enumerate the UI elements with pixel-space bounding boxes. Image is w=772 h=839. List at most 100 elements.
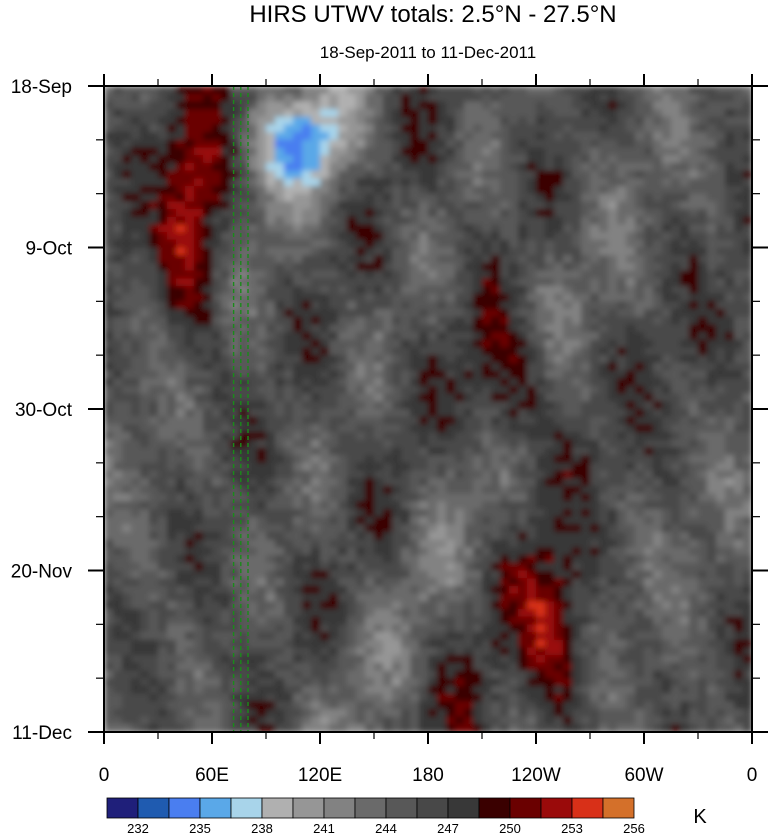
- heatmap-cell: [167, 293, 177, 303]
- heatmap-cell: [428, 232, 438, 241]
- heatmap-cell: [338, 155, 348, 164]
- heatmap-cell: [734, 455, 744, 464]
- heatmap-cell: [599, 124, 609, 133]
- heatmap-cell: [365, 155, 375, 164]
- heatmap-cell: [635, 162, 645, 172]
- heatmap-cell: [302, 608, 312, 618]
- heatmap-cell: [140, 524, 150, 533]
- heatmap-cell: [446, 362, 456, 372]
- heatmap-cell: [455, 593, 465, 603]
- heatmap-cell: [329, 324, 339, 333]
- heatmap-cell: [230, 493, 240, 503]
- heatmap-cell: [284, 216, 294, 226]
- heatmap-cell: [500, 178, 510, 187]
- heatmap-cell: [734, 501, 744, 510]
- heatmap-cell: [554, 485, 564, 495]
- heatmap-cell: [473, 309, 483, 318]
- heatmap-cell: [104, 324, 114, 333]
- heatmap-cell: [383, 370, 393, 380]
- heatmap-cell: [185, 447, 195, 456]
- heatmap-cell: [482, 562, 492, 572]
- heatmap-cell: [599, 362, 609, 372]
- heatmap-cell: [176, 378, 186, 387]
- heatmap-cell: [347, 432, 357, 441]
- heatmap-cell: [194, 416, 204, 426]
- heatmap-cell: [554, 378, 564, 387]
- heatmap-cell: [608, 124, 618, 133]
- heatmap-cell: [221, 362, 231, 372]
- heatmap-cell: [383, 562, 393, 572]
- heatmap-cell: [212, 285, 222, 295]
- heatmap-cell: [581, 555, 591, 564]
- heatmap-cell: [320, 116, 330, 126]
- heatmap-cell: [302, 255, 312, 264]
- heatmap-cell: [275, 385, 285, 395]
- heatmap-cell: [149, 262, 159, 272]
- heatmap-cell: [131, 270, 141, 280]
- heatmap-cell: [455, 378, 465, 387]
- heatmap-cell: [158, 255, 168, 264]
- heatmap-cell: [500, 316, 510, 326]
- heatmap-cell: [149, 201, 159, 210]
- heatmap-cell: [698, 316, 708, 326]
- heatmap-cell: [617, 385, 627, 395]
- heatmap-cell: [707, 101, 717, 110]
- heatmap-cell: [428, 324, 438, 333]
- heatmap-cell: [482, 255, 492, 264]
- heatmap-cell: [293, 278, 303, 287]
- heatmap-cell: [536, 101, 546, 110]
- heatmap-cell: [347, 285, 357, 295]
- heatmap-cell: [392, 501, 402, 510]
- heatmap-cell: [473, 262, 483, 272]
- heatmap-cell: [266, 532, 276, 541]
- heatmap-cell: [689, 324, 699, 333]
- heatmap-cell: [149, 86, 159, 95]
- heatmap-cell: [275, 262, 285, 272]
- heatmap-cell: [365, 332, 375, 341]
- heatmap-cell: [554, 301, 564, 310]
- heatmap-cell: [572, 378, 582, 387]
- heatmap-cell: [275, 339, 285, 349]
- heatmap-cell: [221, 293, 231, 303]
- heatmap-cell: [410, 293, 420, 303]
- heatmap-cell: [590, 270, 600, 280]
- heatmap-cell: [284, 178, 294, 187]
- heatmap-cell: [527, 232, 537, 241]
- heatmap-cell: [464, 185, 474, 195]
- heatmap-cell: [491, 370, 501, 380]
- heatmap-cell: [365, 370, 375, 380]
- heatmap-cell: [338, 416, 348, 426]
- heatmap-cell: [725, 162, 735, 172]
- heatmap-cell: [491, 139, 501, 149]
- heatmap-cell: [176, 309, 186, 318]
- heatmap-cell: [707, 309, 717, 318]
- heatmap-cell: [284, 608, 294, 618]
- heatmap-cell: [464, 539, 474, 549]
- heatmap-cell: [401, 116, 411, 126]
- heatmap-cell: [518, 393, 528, 403]
- heatmap-cell: [113, 539, 123, 549]
- heatmap-cell: [230, 247, 240, 256]
- heatmap-cell: [257, 608, 267, 618]
- heatmap-cell: [140, 262, 150, 272]
- heatmap-cell: [518, 524, 528, 533]
- heatmap-cell: [518, 401, 528, 410]
- heatmap-cell: [455, 170, 465, 180]
- heatmap-cell: [275, 324, 285, 333]
- heatmap-cell: [563, 555, 573, 564]
- heatmap-cell: [644, 86, 654, 95]
- heatmap-cell: [266, 209, 276, 218]
- heatmap-cell: [734, 247, 744, 256]
- heatmap-cell: [104, 201, 114, 210]
- heatmap-cell: [437, 393, 447, 403]
- heatmap-cell: [329, 393, 339, 403]
- heatmap-cell: [266, 332, 276, 341]
- heatmap-cell: [671, 247, 681, 256]
- heatmap-cell: [437, 285, 447, 295]
- heatmap-cell: [680, 401, 690, 410]
- heatmap-cell: [221, 285, 231, 295]
- heatmap-cell: [482, 532, 492, 541]
- heatmap-cell: [383, 416, 393, 426]
- heatmap-cell: [536, 370, 546, 380]
- heatmap-cell: [464, 432, 474, 441]
